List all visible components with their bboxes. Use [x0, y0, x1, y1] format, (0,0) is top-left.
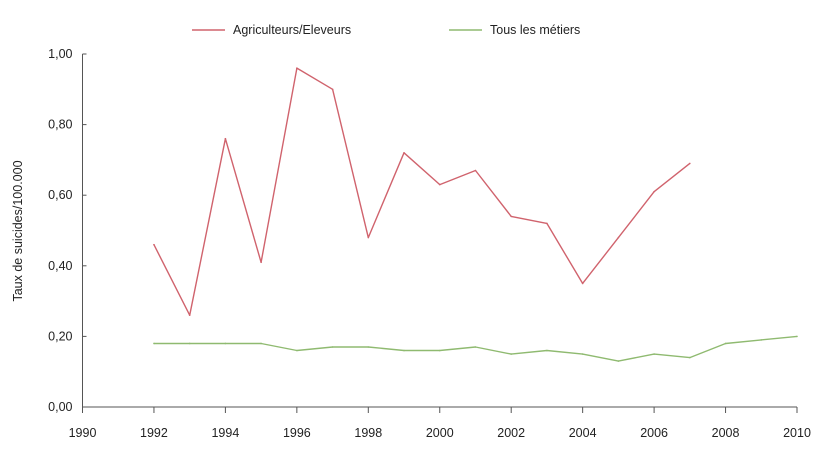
x-tick-label: 2000: [426, 426, 454, 440]
series-line-1: [153, 335, 798, 362]
x-tick-label: 2004: [569, 426, 597, 440]
data-point: [403, 152, 405, 154]
x-tick-label: 1994: [211, 426, 239, 440]
x-tick-label: 2006: [640, 426, 668, 440]
data-point: [438, 349, 441, 352]
data-point: [153, 342, 155, 345]
x-tick-label: 1992: [140, 426, 168, 440]
y-axis-label: Taux de suicides/100.000: [11, 160, 25, 301]
y-tick-label: 0,60: [48, 188, 72, 202]
data-point: [546, 222, 548, 225]
data-point: [260, 261, 262, 264]
data-point: [474, 346, 477, 348]
data-point: [296, 349, 298, 352]
data-point: [188, 314, 191, 317]
data-point: [724, 342, 727, 345]
data-point: [188, 342, 191, 345]
x-tick-label: 2002: [497, 426, 525, 440]
data-point: [403, 349, 405, 352]
data-point: [224, 342, 227, 345]
data-point: [760, 339, 763, 341]
y-tick-label: 1,00: [48, 47, 72, 61]
legend: Agriculteurs/Eleveurs Tous les métiers: [192, 23, 580, 37]
legend-label: Agriculteurs/Eleveurs: [233, 23, 351, 37]
series-group: [153, 67, 798, 362]
data-point: [689, 356, 691, 359]
data-point: [653, 190, 655, 193]
data-point: [224, 137, 227, 140]
x-tick-label: 2010: [783, 426, 811, 440]
data-point: [153, 243, 155, 246]
data-point: [260, 342, 262, 345]
x-tick-label: 1996: [283, 426, 311, 440]
x-tick-label: 1990: [69, 426, 97, 440]
y-tick-label: 0,40: [48, 259, 72, 273]
data-point: [689, 162, 691, 165]
data-point: [331, 88, 334, 91]
data-point: [510, 215, 512, 218]
data-point: [510, 353, 512, 355]
series-line-0: [153, 67, 691, 316]
data-point: [617, 236, 620, 239]
data-point: [581, 353, 584, 355]
data-point: [796, 335, 798, 338]
data-point: [617, 360, 620, 362]
axes: 0,00 0,20 0,40 0,60 0,80 1,00 1990 1992 1994 1996…: [48, 47, 811, 440]
data-point: [653, 353, 655, 355]
data-point: [546, 349, 548, 352]
x-tick-label: 2008: [712, 426, 740, 440]
data-point: [581, 282, 584, 285]
y-tick-label: 0,00: [48, 400, 72, 414]
data-point: [331, 346, 334, 348]
data-point: [474, 169, 477, 172]
data-point: [367, 236, 370, 239]
data-point: [438, 183, 441, 186]
y-tick-label: 0,20: [48, 329, 72, 343]
data-point: [296, 67, 298, 69]
legend-label: Tous les métiers: [490, 23, 580, 37]
data-point: [367, 346, 370, 348]
x-tick-label: 1998: [354, 426, 382, 440]
y-tick-label: 0,80: [48, 118, 72, 132]
